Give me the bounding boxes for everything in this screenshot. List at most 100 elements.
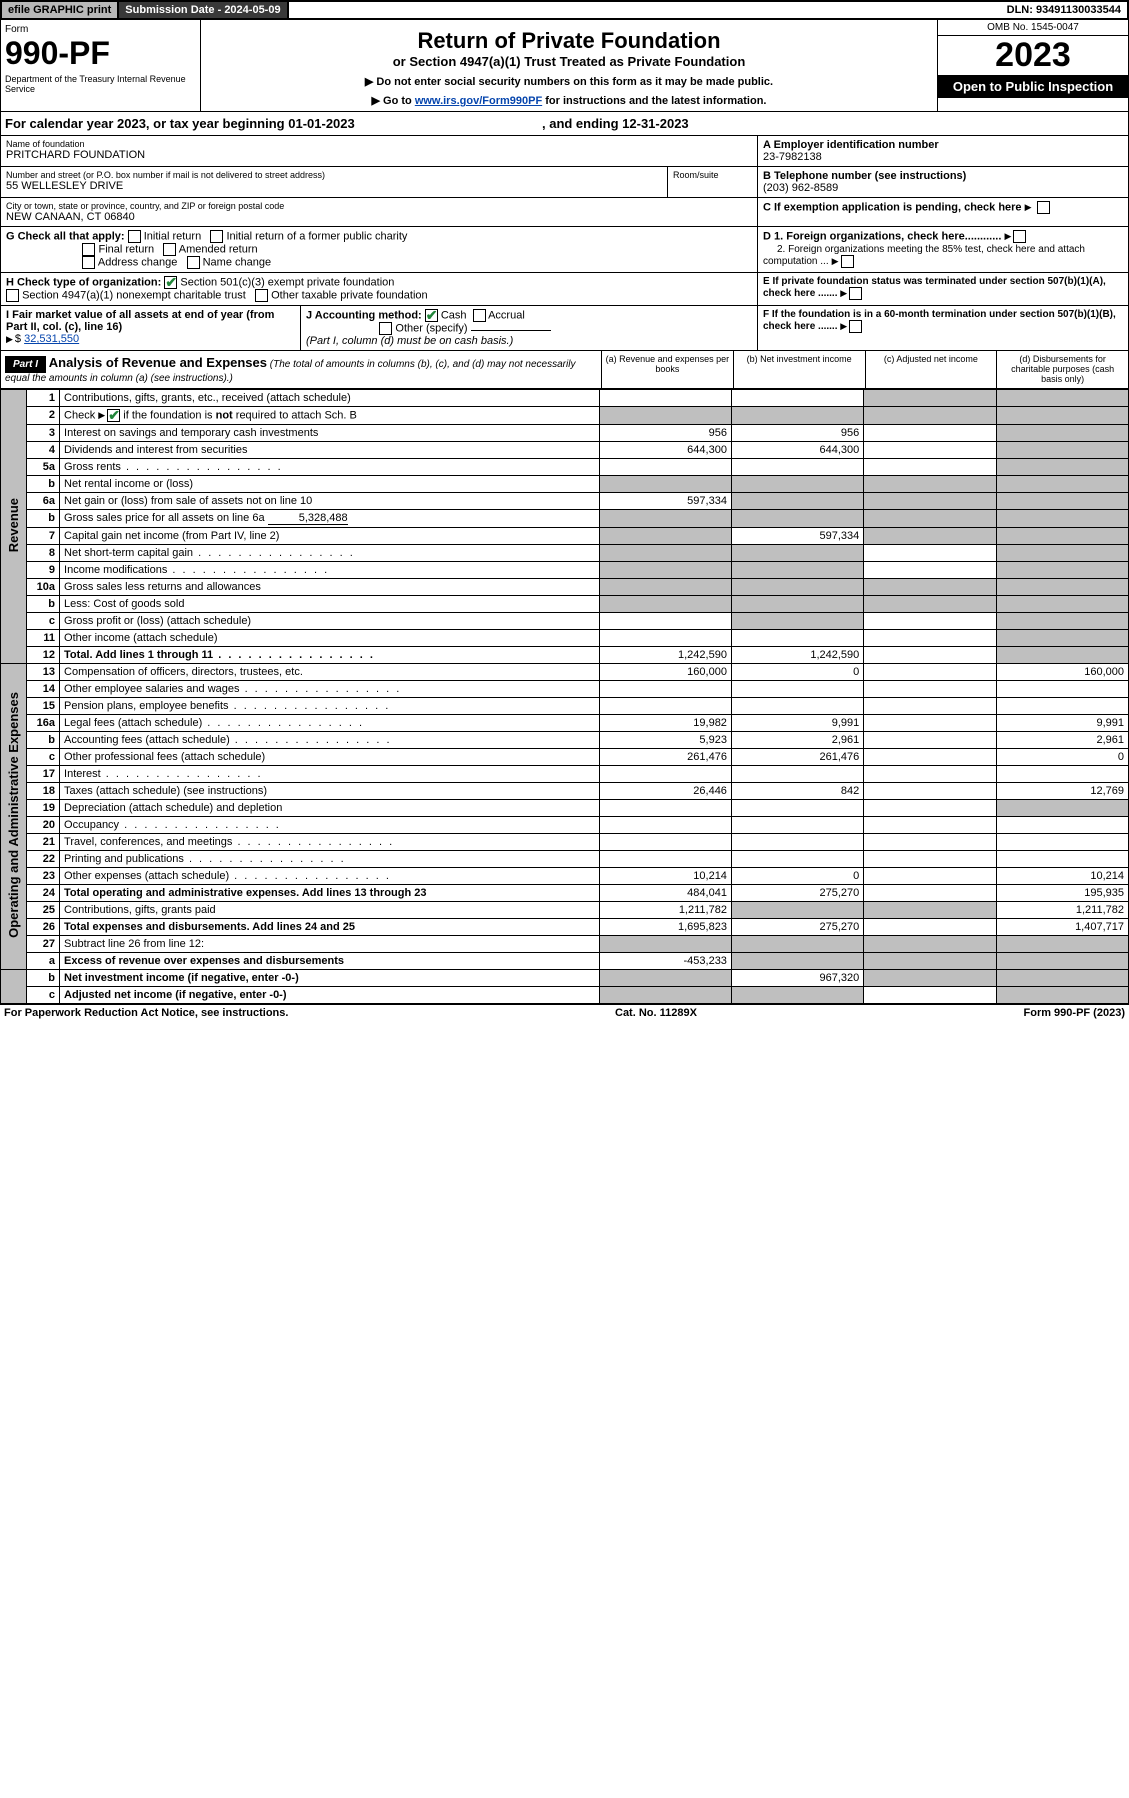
- r26a: 1,695,823: [599, 919, 731, 936]
- r13d: 160,000: [996, 664, 1128, 681]
- fmv-value[interactable]: 32,531,550: [24, 333, 79, 345]
- form-label: Form: [5, 24, 196, 35]
- row-8: Net short-term capital gain: [60, 545, 600, 562]
- city-label: City or town, state or province, country…: [6, 201, 752, 211]
- row-27: Subtract line 26 from line 12:: [60, 936, 600, 953]
- r16cd: 0: [996, 749, 1128, 766]
- col-d-header: (d) Disbursements for charitable purpose…: [996, 351, 1128, 388]
- row-19: Depreciation (attach schedule) and deple…: [60, 800, 600, 817]
- col-a-header: (a) Revenue and expenses per books: [601, 351, 733, 388]
- h-4947[interactable]: [6, 289, 19, 302]
- col-c-header: (c) Adjusted net income: [865, 351, 997, 388]
- g-o6: Name change: [203, 256, 272, 268]
- calyear-begin: 01-01-2023: [288, 116, 355, 131]
- r25a: 1,211,782: [599, 902, 731, 919]
- dln: DLN: 93491130033544: [1001, 2, 1127, 18]
- row-13: Compensation of officers, directors, tru…: [60, 664, 600, 681]
- e-label: E If private foundation status was termi…: [763, 276, 1106, 299]
- g-name-change[interactable]: [187, 256, 200, 269]
- arrow-icon: [1004, 230, 1013, 242]
- d2-checkbox[interactable]: [841, 255, 854, 268]
- j-other[interactable]: [379, 322, 392, 335]
- form-title: Return of Private Foundation: [205, 28, 933, 54]
- calyear-mid: , and ending: [542, 116, 622, 131]
- note2-post: for instructions and the latest informat…: [545, 95, 766, 107]
- schb-checkbox[interactable]: [107, 409, 120, 422]
- r18d: 12,769: [996, 783, 1128, 800]
- f-checkbox[interactable]: [849, 320, 862, 333]
- r3a: 956: [599, 425, 731, 442]
- ein-value: 23-7982138: [763, 151, 822, 163]
- row-10a: Gross sales less returns and allowances: [60, 579, 600, 596]
- calendar-year-row: For calendar year 2023, or tax year begi…: [0, 112, 1129, 136]
- form-note1: ▶ Do not enter social security numbers o…: [205, 75, 933, 88]
- efile-print-button[interactable]: efile GRAPHIC print: [2, 2, 119, 18]
- row-26: Total expenses and disbursements. Add li…: [60, 919, 600, 936]
- g-amended-return[interactable]: [163, 243, 176, 256]
- row-11: Other income (attach schedule): [60, 630, 600, 647]
- part1-title: Part I: [5, 356, 46, 373]
- row-21: Travel, conferences, and meetings: [60, 834, 600, 851]
- tax-year: 2023: [938, 36, 1128, 75]
- r16ad: 9,991: [996, 715, 1128, 732]
- phone-label: B Telephone number (see instructions): [763, 170, 966, 182]
- r16ca: 261,476: [599, 749, 731, 766]
- r13a: 160,000: [599, 664, 731, 681]
- r18b: 842: [731, 783, 863, 800]
- instructions-link[interactable]: www.irs.gov/Form990PF: [415, 95, 542, 107]
- form-subtitle: or Section 4947(a)(1) Trust Treated as P…: [205, 54, 933, 69]
- j-label: J Accounting method:: [306, 309, 422, 321]
- row-25: Contributions, gifts, grants paid: [60, 902, 600, 919]
- g-o5: Address change: [98, 256, 178, 268]
- g-initial-return[interactable]: [128, 230, 141, 243]
- part1-table: Revenue 1Contributions, gifts, grants, e…: [0, 389, 1129, 1004]
- form-number: 990-PF: [5, 35, 196, 72]
- r24a: 484,041: [599, 885, 731, 902]
- g-o4: Amended return: [179, 243, 258, 255]
- g-initial-former[interactable]: [210, 230, 223, 243]
- r4b: 644,300: [731, 442, 863, 459]
- e-checkbox[interactable]: [849, 287, 862, 300]
- r24b: 275,270: [731, 885, 863, 902]
- d1-checkbox[interactable]: [1013, 230, 1026, 243]
- h-501c3[interactable]: [164, 276, 177, 289]
- h-other-taxable[interactable]: [255, 289, 268, 302]
- row-10b: Less: Cost of goods sold: [60, 596, 600, 613]
- r23b: 0: [731, 868, 863, 885]
- foundation-name: PRITCHARD FOUNDATION: [6, 149, 752, 161]
- r26d: 1,407,717: [996, 919, 1128, 936]
- r27aa: -453,233: [599, 953, 731, 970]
- j-accrual[interactable]: [473, 309, 486, 322]
- i-label: I Fair market value of all assets at end…: [6, 309, 274, 333]
- note2-pre: ▶ Go to: [372, 95, 415, 107]
- row-3: Interest on savings and temporary cash i…: [60, 425, 600, 442]
- j-o1: Cash: [441, 309, 467, 321]
- open-to-public: Open to Public Inspection: [938, 75, 1128, 98]
- expenses-sidelabel: Operating and Administrative Expenses: [6, 692, 21, 938]
- dept-label: Department of the Treasury Internal Reve…: [5, 74, 196, 94]
- r16bd: 2,961: [996, 732, 1128, 749]
- row-24: Total operating and administrative expen…: [60, 885, 600, 902]
- phone-value: (203) 962-8589: [763, 182, 838, 194]
- g-final-return[interactable]: [82, 243, 95, 256]
- col-b-header: (b) Net investment income: [733, 351, 865, 388]
- submission-date: Submission Date - 2024-05-09: [119, 2, 288, 18]
- row-1: Contributions, gifts, grants, etc., rece…: [60, 390, 600, 407]
- row-22: Printing and publications: [60, 851, 600, 868]
- f-label: F If the foundation is in a 60-month ter…: [763, 309, 1116, 332]
- arrow-icon: [840, 321, 849, 332]
- g-address-change[interactable]: [82, 256, 95, 269]
- room-label: Room/suite: [673, 170, 752, 180]
- c-label: C If exemption application is pending, c…: [763, 201, 1022, 213]
- r27bb: 967,320: [731, 970, 863, 987]
- r13b: 0: [731, 664, 863, 681]
- row-18: Taxes (attach schedule) (see instruction…: [60, 783, 600, 800]
- r23d: 10,214: [996, 868, 1128, 885]
- r12a: 1,242,590: [599, 647, 731, 664]
- footer-left: For Paperwork Reduction Act Notice, see …: [4, 1007, 288, 1019]
- row-9: Income modifications: [60, 562, 600, 579]
- g-label: G Check all that apply:: [6, 230, 125, 242]
- j-cash[interactable]: [425, 309, 438, 322]
- c-checkbox[interactable]: [1037, 201, 1050, 214]
- form-header: Form 990-PF Department of the Treasury I…: [0, 20, 1129, 112]
